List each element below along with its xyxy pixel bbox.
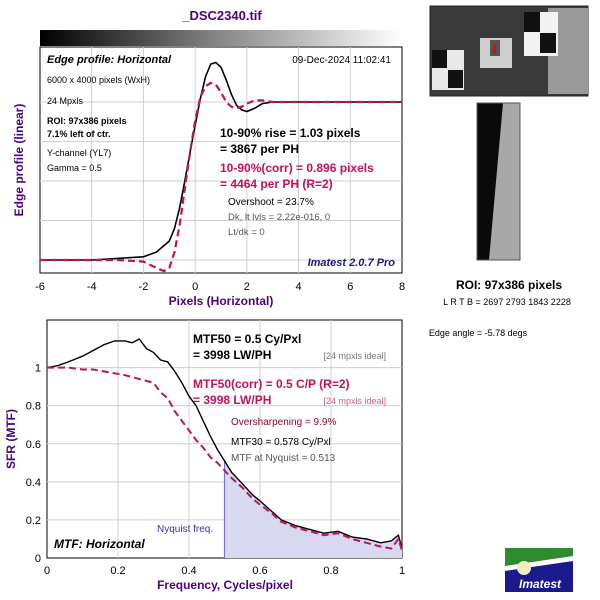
mtf-nyquist-text: MTF at Nyquist = 0.513 <box>231 453 336 464</box>
nyquist-label: Nyquist freq. <box>157 524 213 535</box>
image-thumbnail <box>429 5 589 97</box>
oversharpening-text: Oversharpening = 9.9% <box>231 417 336 428</box>
overshoot-text: Overshoot = 23.7% <box>228 197 314 208</box>
mtf-ticks: 0 0.2 0.4 0.6 0.8 1 0 0.2 0.4 0.6 0.8 1 <box>26 363 405 577</box>
edge-profile-corr-line <box>40 81 402 273</box>
edge-x-tick-label: -2 <box>139 281 149 293</box>
info-line-1: 6000 x 4000 pixels (WxH) <box>47 75 150 85</box>
edge-plot-area <box>39 46 403 274</box>
mtf50-corr-line-2: = 3998 LW/PH <box>193 393 271 407</box>
mtf-x-tick-label: 0.2 <box>110 565 125 577</box>
ideal-note-2: [24 mpxls ideal] <box>323 396 386 406</box>
mtf-x-tick-label: 0 <box>44 565 50 577</box>
logo-text: Imatest <box>519 577 562 591</box>
mtf-y-tick-label: 0 <box>35 553 41 565</box>
rise-line-1: 10-90% rise = 1.03 pixels <box>220 126 361 140</box>
imatest-logo: Imatest <box>505 548 573 592</box>
nyquist-region-fill <box>224 460 402 558</box>
mtf-y-tick-label: 0.4 <box>26 477 41 489</box>
roi-line-1: ROI: 97x386 pixels <box>47 116 127 126</box>
edge-x-tick-label: -6 <box>35 281 45 293</box>
edge-header: Edge profile: Horizontal <box>47 54 172 66</box>
figure-title: _DSC2340.tif <box>181 8 262 23</box>
channel-line: Y-channel (YL7) <box>47 148 111 158</box>
mtf-x-tick-label: 0.6 <box>252 565 267 577</box>
edge-y-label: Edge profile (linear) <box>12 104 26 217</box>
mtf-x-tick-label: 0.8 <box>323 565 338 577</box>
mtf-y-tick-label: 0.8 <box>26 401 41 413</box>
edge-x-tick-label: 4 <box>296 281 302 293</box>
edge-x-tick-label: 6 <box>347 281 353 293</box>
edge-x-tick-label: -4 <box>87 281 97 293</box>
edge-angle-label: Edge angle = -5.78 degs <box>429 328 528 338</box>
corr-line-1: 10-90%(corr) = 0.896 pixels <box>220 161 374 175</box>
edge-x-label: Pixels (Horizontal) <box>169 294 274 308</box>
gamma-line: Gamma = 0.5 <box>47 163 102 173</box>
edge-x-tick-label: 8 <box>399 281 405 293</box>
mtf-y-tick-label: 0.2 <box>26 515 41 527</box>
mtf-y-label: SFR (MTF) <box>4 409 18 469</box>
mtf-corr-line <box>47 366 402 551</box>
mtf50-line-2: = 3998 LW/PH <box>193 348 271 362</box>
edge-x-tick-label: 2 <box>244 281 250 293</box>
mtf-x-tick-label: 0.4 <box>181 565 196 577</box>
edge-grid <box>40 47 402 273</box>
mtf-x-label: Frequency, Cycles/pixel <box>157 578 293 592</box>
mtf-curves <box>47 338 402 551</box>
roi-line-2: 7.1% left of ctr. <box>47 129 111 139</box>
mtf50-line-1: MTF50 = 0.5 Cy/Pxl <box>193 332 301 346</box>
edge-x-tick-label: 0 <box>192 281 198 293</box>
mtf-grid <box>47 320 402 558</box>
edge-curves <box>40 61 402 273</box>
version-label: Imatest 2.0.7 Pro <box>308 257 396 269</box>
gradient-strip <box>40 30 402 46</box>
mtf-y-tick-label: 1 <box>35 363 41 375</box>
mtf-y-tick-label: 0.6 <box>26 439 41 451</box>
roi-coords-label: L R T B = 2697 2793 1843 2228 <box>443 297 571 307</box>
mtf-nyquist-fill <box>223 460 402 558</box>
edge-timestamp: 09-Dec-2024 11:02:41 <box>292 55 391 66</box>
roi-size-label: ROI: 97x386 pixels <box>456 278 562 292</box>
roi-crop-image <box>476 102 521 261</box>
mtf-header: MTF: Horizontal <box>54 537 145 551</box>
info-line-2: 24 Mpxls <box>47 96 84 106</box>
ideal-note-1: [24 mpxls ideal] <box>323 351 386 361</box>
mtf30-text: MTF30 = 0.578 Cy/Pxl <box>231 437 331 448</box>
rise-line-2: = 3867 per PH <box>220 142 299 156</box>
corr-line-2: = 4464 per PH (R=2) <box>220 177 333 191</box>
edge-x-ticks: -6 -4 -2 0 2 4 6 8 <box>35 281 405 293</box>
edge-profile-line <box>40 61 402 261</box>
ltdk-text: Lt/dk = 0 <box>228 227 265 238</box>
dk-levels-text: Dk, lt lvls = 2.22e-016, 0 <box>228 212 330 223</box>
mtf50-corr-line-1: MTF50(corr) = 0.5 C/P (R=2) <box>193 377 350 391</box>
mtf-line <box>47 338 402 549</box>
mtf-x-tick-label: 1 <box>399 565 405 577</box>
